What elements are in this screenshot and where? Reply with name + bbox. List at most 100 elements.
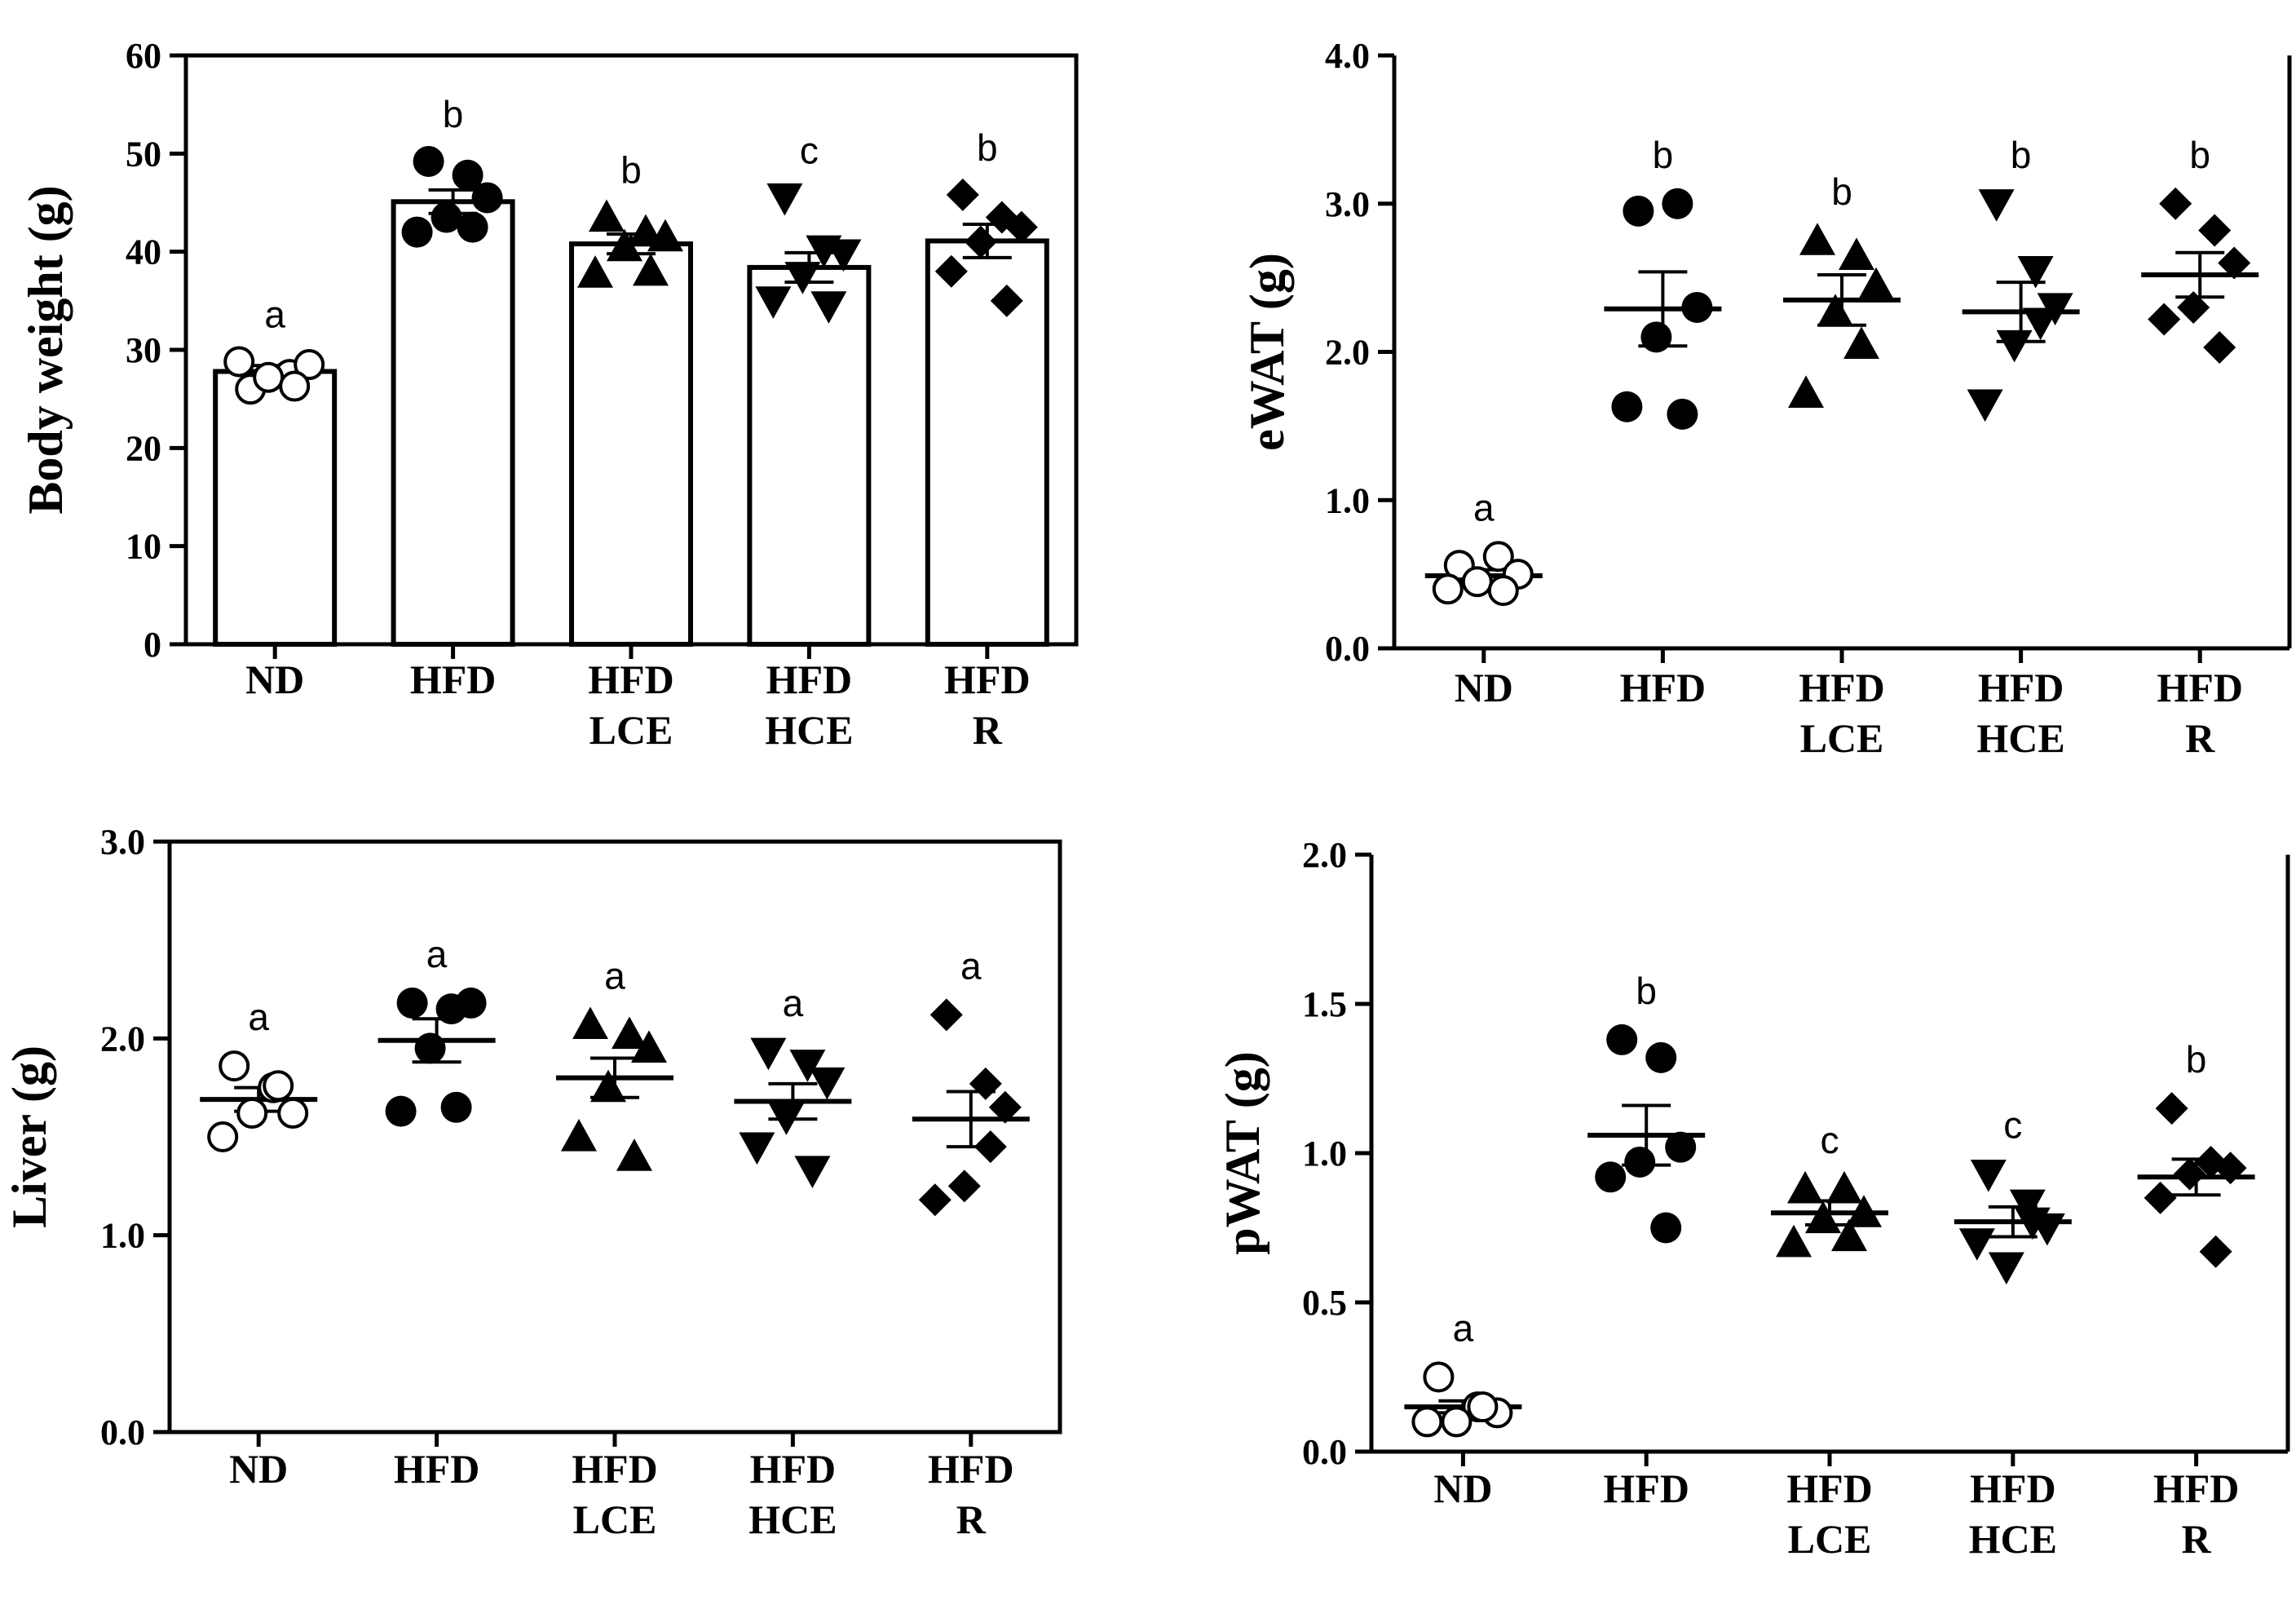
x-tick-label: HFD — [1978, 665, 2064, 710]
y-tick-label: 3.0 — [100, 822, 145, 862]
y-tick-label: 1.0 — [100, 1216, 145, 1256]
data-point — [1611, 391, 1643, 422]
data-point — [1843, 326, 1879, 360]
x-tick-label: HFD — [1603, 1465, 1689, 1511]
x-tick-label: LCE — [573, 1496, 657, 1542]
significance-letter: b — [1831, 170, 1852, 213]
group-4: HFD Rb — [2141, 134, 2259, 761]
x-tick-label: HFD — [766, 656, 853, 702]
data-point — [1624, 1146, 1656, 1178]
y-tick-label: 1.5 — [1302, 984, 1347, 1024]
data-point — [1645, 1041, 1677, 1073]
data-point — [794, 1156, 831, 1189]
data-point — [947, 1169, 981, 1203]
y-axis-title: Body weight (g) — [19, 185, 73, 514]
data-point — [413, 145, 444, 177]
y-tick-label: 10 — [126, 527, 161, 567]
x-tick-label: HFD — [1620, 665, 1707, 710]
data-point — [277, 1098, 309, 1130]
x-tick-label: R — [973, 707, 1003, 753]
data-point — [1461, 566, 1493, 598]
y-tick-label: 0 — [144, 625, 161, 665]
y-tick-label: 1.0 — [1302, 1134, 1347, 1174]
significance-letter: b — [2189, 134, 2210, 176]
significance-letter: a — [960, 944, 982, 987]
data-point — [1482, 541, 1514, 572]
data-point — [294, 349, 325, 381]
data-point — [2009, 1189, 2046, 1222]
x-tick-label: ND — [1455, 665, 1513, 710]
data-point — [1788, 375, 1824, 408]
data-point — [2022, 307, 2059, 341]
data-point — [1441, 1406, 1473, 1438]
x-tick-label: LCE — [1788, 1516, 1872, 1562]
group-0: ND a — [200, 996, 318, 1492]
data-point — [825, 239, 862, 272]
x-tick-label: ND — [229, 1446, 288, 1492]
data-point — [1958, 1228, 1995, 1261]
significance-letter: a — [426, 933, 448, 975]
x-tick-label: HFD — [410, 656, 497, 702]
significance-letter: a — [1473, 486, 1495, 528]
y-tick-label: 0.5 — [1302, 1283, 1347, 1323]
group-3: HFD HCE c — [747, 129, 872, 753]
data-point — [1967, 389, 2003, 422]
data-point — [455, 987, 487, 1019]
x-tick-label: HCE — [1969, 1516, 2057, 1562]
data-point — [1606, 1023, 1638, 1055]
y-axis-title: eWAT (g) — [1240, 253, 1294, 451]
data-point — [2017, 255, 2054, 289]
x-tick-label: LCE — [589, 707, 673, 753]
data-point — [1988, 1252, 2024, 1285]
data-point — [1858, 267, 1894, 300]
data-point — [1487, 575, 1519, 607]
y-tick-label: 2.0 — [1302, 835, 1347, 875]
data-point — [1667, 398, 1698, 430]
data-point — [768, 1103, 805, 1135]
data-point — [1978, 189, 2015, 222]
group-0: ND a — [213, 293, 338, 702]
y-tick-label: 20 — [126, 428, 161, 468]
data-point — [1787, 1170, 1823, 1204]
x-tick-label: HFD — [588, 656, 674, 702]
data-point — [1623, 195, 1654, 227]
data-point — [1423, 1361, 1455, 1393]
data-point — [396, 987, 428, 1019]
x-tick-label: HFD — [2157, 665, 2243, 710]
data-point — [988, 1090, 1022, 1124]
data-point — [612, 1016, 647, 1050]
data-point — [572, 1006, 608, 1040]
data-point — [918, 1183, 952, 1217]
significance-letter: a — [248, 996, 269, 1038]
significance-letter: b — [620, 149, 642, 192]
data-point — [236, 1098, 268, 1130]
bar — [747, 264, 872, 647]
data-point — [1432, 573, 1464, 605]
data-point — [471, 182, 503, 214]
data-point — [2214, 1152, 2247, 1185]
x-tick-label: HFD — [394, 1446, 480, 1492]
data-point — [263, 1070, 294, 1102]
data-point — [974, 1130, 1007, 1164]
data-point — [755, 286, 792, 319]
data-point — [1817, 294, 1853, 327]
x-tick-label: ND — [1433, 1465, 1492, 1511]
bar — [925, 238, 1049, 647]
significance-letter: b — [1653, 134, 1674, 176]
data-point — [577, 255, 613, 288]
data-point — [414, 1032, 446, 1064]
data-point — [1970, 1160, 2007, 1192]
data-point — [279, 370, 311, 402]
data-point — [647, 219, 683, 252]
group-2: HFD LCE c — [1771, 1119, 1888, 1562]
data-point — [385, 1095, 417, 1127]
x-tick-label: R — [956, 1496, 987, 1542]
y-tick-label: 0.0 — [1325, 629, 1370, 669]
data-point — [2203, 331, 2236, 365]
significance-letter: c — [2003, 1104, 2022, 1147]
data-point — [2155, 1092, 2188, 1125]
data-point — [1665, 1131, 1697, 1163]
data-point — [1595, 1161, 1627, 1193]
x-tick-label: ND — [245, 656, 304, 702]
